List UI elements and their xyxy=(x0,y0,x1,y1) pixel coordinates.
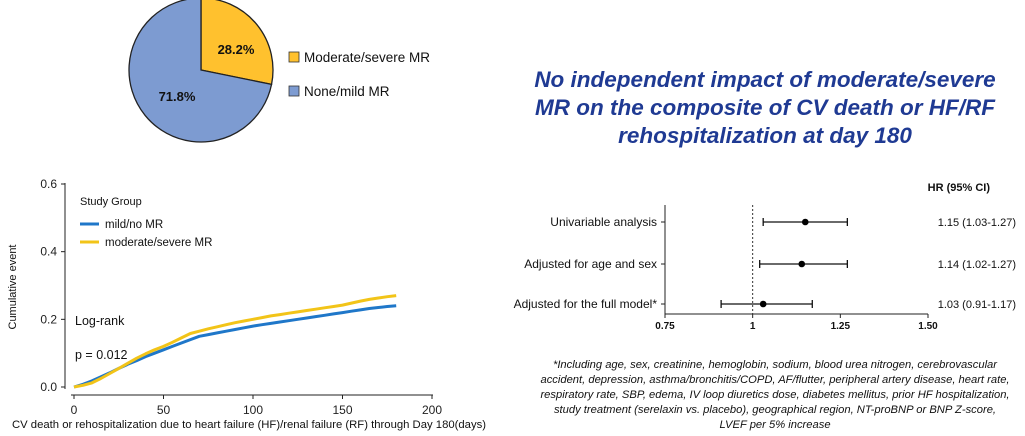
y-tick-label: 0.0 xyxy=(40,380,57,394)
footnote: *Including age, sex, creatinine, hemoglo… xyxy=(540,359,1010,431)
legend-swatch-moderate xyxy=(288,51,300,63)
pie-chart: 28.2% 71.8% Moderate/severe MR None/mild… xyxy=(128,0,430,143)
hr-point xyxy=(801,218,809,226)
pie-label-moderate: 28.2% xyxy=(218,42,255,57)
hr-point xyxy=(759,300,767,308)
hr-value-label: 1.14 (1.02-1.27) xyxy=(938,259,1016,271)
curve-moderate-severe-mr xyxy=(73,294,397,389)
forest-plot: HR (95% CI) 0.75 1 1.25 1.50 Univariable ana… xyxy=(514,182,1016,332)
forest-x-tick-label: 0.75 xyxy=(655,321,675,332)
x-axis-title: CV death or rehospitalization due to hea… xyxy=(12,419,486,431)
forest-row-label: Adjusted for the full model* xyxy=(514,297,658,311)
legend-label-moderate: Moderate/severe MR xyxy=(304,50,430,65)
hr-value-label: 1.03 (0.91-1.17) xyxy=(938,299,1016,311)
x-tick-label: 150 xyxy=(332,403,352,417)
legend-label-moderate-curve: moderate/severe MR xyxy=(105,237,212,249)
x-tick-label: 0 xyxy=(71,403,78,417)
forest-header: HR (95% CI) xyxy=(928,182,991,194)
x-tick-label: 50 xyxy=(157,403,171,417)
forest-row-label: Univariable analysis xyxy=(550,215,657,229)
forest-row-label: Adjusted for age and sex xyxy=(524,257,657,271)
hr-value-label: 1.15 (1.03-1.27) xyxy=(938,217,1016,229)
legend-label-none: None/mild MR xyxy=(304,84,390,99)
key-takeaway: No independent impact of moderate/severe… xyxy=(534,67,996,148)
pie-label-none: 71.8% xyxy=(159,89,196,104)
legend-title: Study Group xyxy=(80,196,142,208)
pie-slice-0 xyxy=(200,0,274,86)
cumulative-event-chart: 0.0 0.2 0.4 0.6 0 50 100 150 200 Cumulative even… xyxy=(7,177,486,431)
pie-slices xyxy=(128,0,274,143)
legend-swatch-none xyxy=(288,85,300,97)
pie-slice-1 xyxy=(128,0,273,143)
x-tick-label: 200 xyxy=(422,403,442,417)
legend-label-mild: mild/no MR xyxy=(105,219,163,231)
forest-x-tick-label: 1 xyxy=(750,321,756,332)
p-value-label: p = 0.012 xyxy=(75,348,128,362)
y-tick-label: 0.2 xyxy=(40,312,57,326)
forest-x-tick-label: 1.25 xyxy=(831,321,851,332)
y-tick-label: 0.4 xyxy=(40,245,57,259)
x-tick-label: 100 xyxy=(243,403,263,417)
y-axis-title: Cumulative event xyxy=(7,245,19,330)
logrank-label: Log-rank xyxy=(75,314,125,328)
hr-point xyxy=(798,260,806,268)
y-tick-label: 0.6 xyxy=(40,177,57,191)
forest-x-tick-label: 1.50 xyxy=(918,321,938,332)
